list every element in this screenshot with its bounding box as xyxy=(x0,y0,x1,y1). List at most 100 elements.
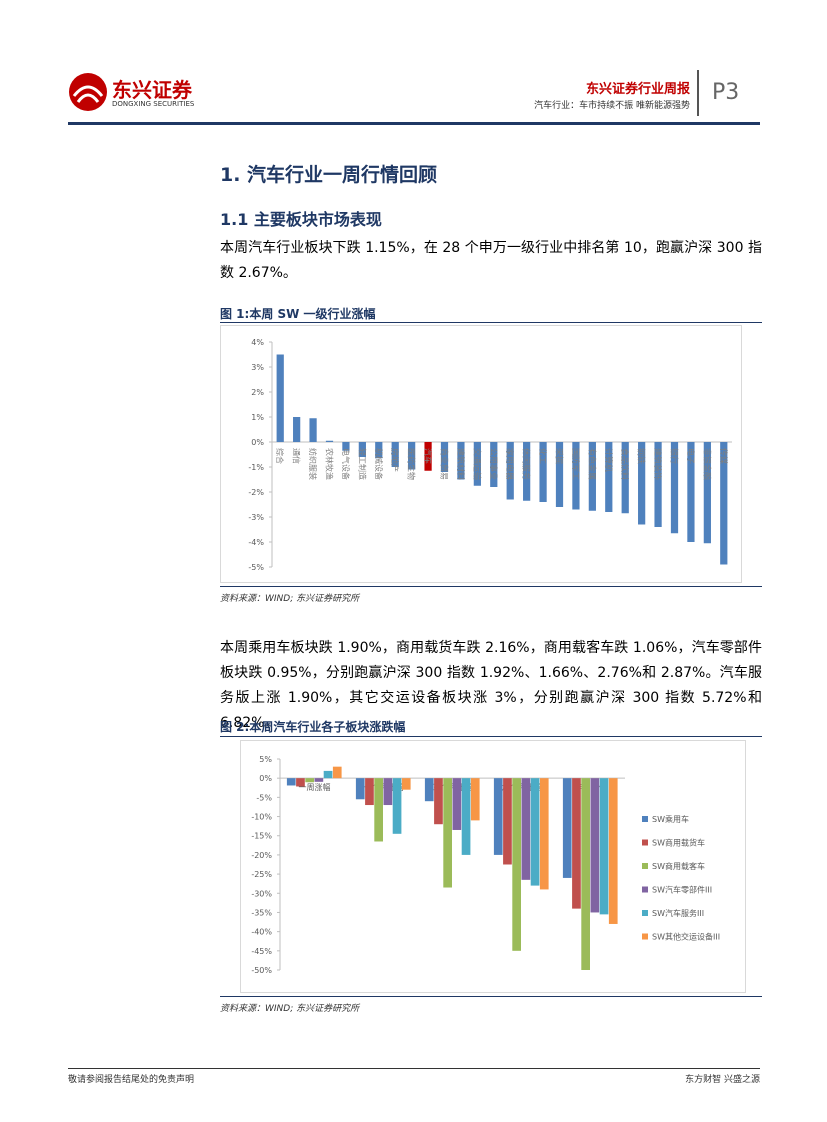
bar xyxy=(608,778,618,924)
x-tick-label: 汽车 xyxy=(423,448,433,464)
chart: 4% 3% 2% 1% 0% -1% -2% -3% -4% -5% 综合 通信 纺织服装 农林牧渔 电气设… xyxy=(220,325,742,583)
y-tick-label: -10% xyxy=(251,813,272,822)
bar xyxy=(539,442,547,502)
legend-label: SW商用载客车 xyxy=(652,861,705,871)
chart-frame xyxy=(240,740,746,993)
bar xyxy=(703,442,711,544)
y-tick-label: -20% xyxy=(251,851,272,860)
x-tick-label: 一周涨幅 xyxy=(299,782,331,792)
bar xyxy=(276,354,284,442)
bar xyxy=(670,442,679,534)
x-tick-label: 通信 xyxy=(292,448,302,464)
figure-source: 资料来源：WIND; 东兴证券研究所 xyxy=(220,1004,360,1014)
bar xyxy=(654,442,662,527)
y-tick-label: -3% xyxy=(248,513,264,522)
bar xyxy=(408,442,416,470)
y-tick-label: -40% xyxy=(251,928,272,937)
y-tick-label: 1% xyxy=(251,413,264,422)
bar xyxy=(401,778,411,790)
y-tick-label: -5% xyxy=(256,793,272,802)
bar xyxy=(342,442,350,451)
header-rule xyxy=(68,122,760,125)
chart-frame xyxy=(220,325,742,583)
bar xyxy=(555,442,564,507)
bar xyxy=(605,442,613,512)
y-tick-label: 3% xyxy=(251,363,264,372)
legend-label: SW乘用车 xyxy=(652,814,689,824)
y-tick-label: 2% xyxy=(251,388,264,397)
x-tick-label: 传媒 xyxy=(719,448,729,464)
bar xyxy=(457,442,465,480)
bar xyxy=(305,778,314,783)
y-tick-label: -4% xyxy=(248,538,264,547)
x-tick-label: 家用电器 xyxy=(505,448,515,480)
section-title: 1. 汽车行业一周行情回顾 xyxy=(220,164,438,186)
bar xyxy=(506,442,514,500)
bar xyxy=(443,778,452,888)
report-name: 东兴证券行业周报 xyxy=(585,82,690,97)
rule xyxy=(220,996,762,997)
bar xyxy=(588,442,596,511)
bar xyxy=(490,442,498,487)
bar xyxy=(572,778,581,909)
x-tick-label: 银行 xyxy=(670,448,680,464)
y-tick-label: -5% xyxy=(248,563,264,572)
logo-cn: 东兴证券 xyxy=(112,78,192,102)
bar xyxy=(473,442,481,486)
bar xyxy=(523,442,531,501)
y-tick-label: -35% xyxy=(251,908,272,917)
rule xyxy=(220,736,762,737)
bar xyxy=(383,778,393,806)
bar xyxy=(314,778,324,782)
bar xyxy=(332,766,342,779)
bar xyxy=(687,442,695,542)
bar xyxy=(374,778,383,842)
x-tick-label: 休闲服务 xyxy=(522,448,532,480)
y-tick-label: -2% xyxy=(248,488,264,497)
y-tick-label: -25% xyxy=(251,870,272,879)
x-tick-label: 计算机 xyxy=(604,448,614,472)
bar xyxy=(355,778,365,800)
legend-swatch xyxy=(642,816,648,822)
bar xyxy=(638,442,646,525)
bar xyxy=(503,778,512,865)
chart: 5% 0% -5% -10% -15% -20% -25% -30% -35% -40% -45% -… xyxy=(240,740,746,993)
y-tick-label: -50% xyxy=(251,966,272,975)
y-tick-label: -45% xyxy=(251,947,272,956)
y-tick-label: 4% xyxy=(251,338,264,347)
y-tick-label: 5% xyxy=(259,755,272,764)
bar xyxy=(539,778,549,890)
bar xyxy=(375,442,383,459)
bar xyxy=(365,778,374,806)
logo-icon xyxy=(69,73,107,111)
x-tick-label: 公用事业 xyxy=(489,448,499,480)
bar xyxy=(521,778,531,880)
legend-swatch xyxy=(642,886,648,893)
footer-left: 敬请参阅报告结尾处的免责声明 xyxy=(68,1075,195,1085)
legend-swatch xyxy=(642,863,648,869)
bar xyxy=(720,442,728,565)
report-subtitle: 汽车行业：车市持续不振 唯新能源强势 xyxy=(534,101,690,111)
x-tick-label: 纺织服装 xyxy=(308,448,318,480)
legend-label: SW其他交运设备III xyxy=(652,932,720,942)
x-tick-label: 有色金属 xyxy=(587,448,597,480)
legend-label: SW商用载货车 xyxy=(652,838,705,848)
y-tick-label: 0% xyxy=(259,774,272,783)
subsection-title: 1.1 主要板块市场表现 xyxy=(220,210,382,229)
legend-label: SW汽车服务III xyxy=(652,908,704,918)
paragraph: 本周乘用车板块跌 1.90%，商用载货车跌 2.16%，商用载客车跌 1.06%… xyxy=(220,640,762,731)
x-tick-label: 商业贸易 xyxy=(440,448,450,480)
legend-swatch xyxy=(642,839,648,846)
figure-title: 图 2:本周汽车行业各子板块涨跌幅 xyxy=(220,720,406,734)
bar xyxy=(296,778,305,787)
bar xyxy=(424,778,434,802)
legend-swatch xyxy=(642,933,648,940)
x-tick-label: 钢铁 xyxy=(637,448,647,464)
x-tick-label: 食品饮料 xyxy=(620,448,630,480)
x-tick-label: 国防军工 xyxy=(571,448,581,480)
bar xyxy=(599,778,609,915)
bar xyxy=(325,440,334,442)
bar xyxy=(358,442,366,457)
y-tick-label: -15% xyxy=(251,832,272,841)
x-tick-label: 采掘 xyxy=(555,448,565,464)
